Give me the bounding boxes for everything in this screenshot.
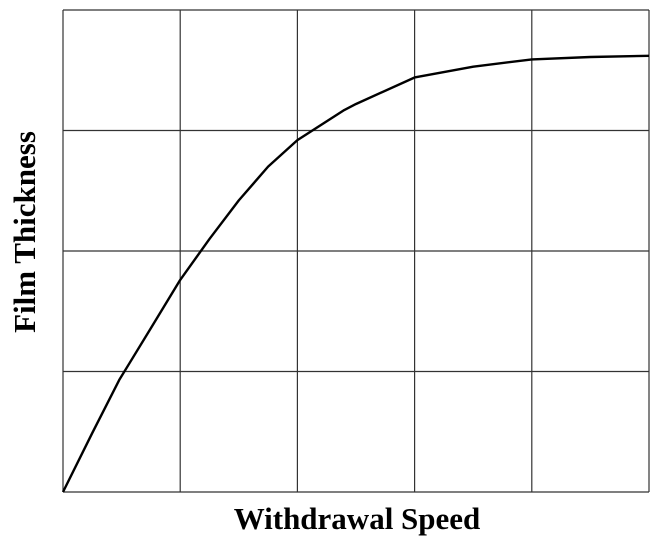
data-line <box>61 54 650 493</box>
x-axis-label: Withdrawal Speed <box>234 501 481 536</box>
y-axis-label: Film Thickness <box>7 131 42 333</box>
